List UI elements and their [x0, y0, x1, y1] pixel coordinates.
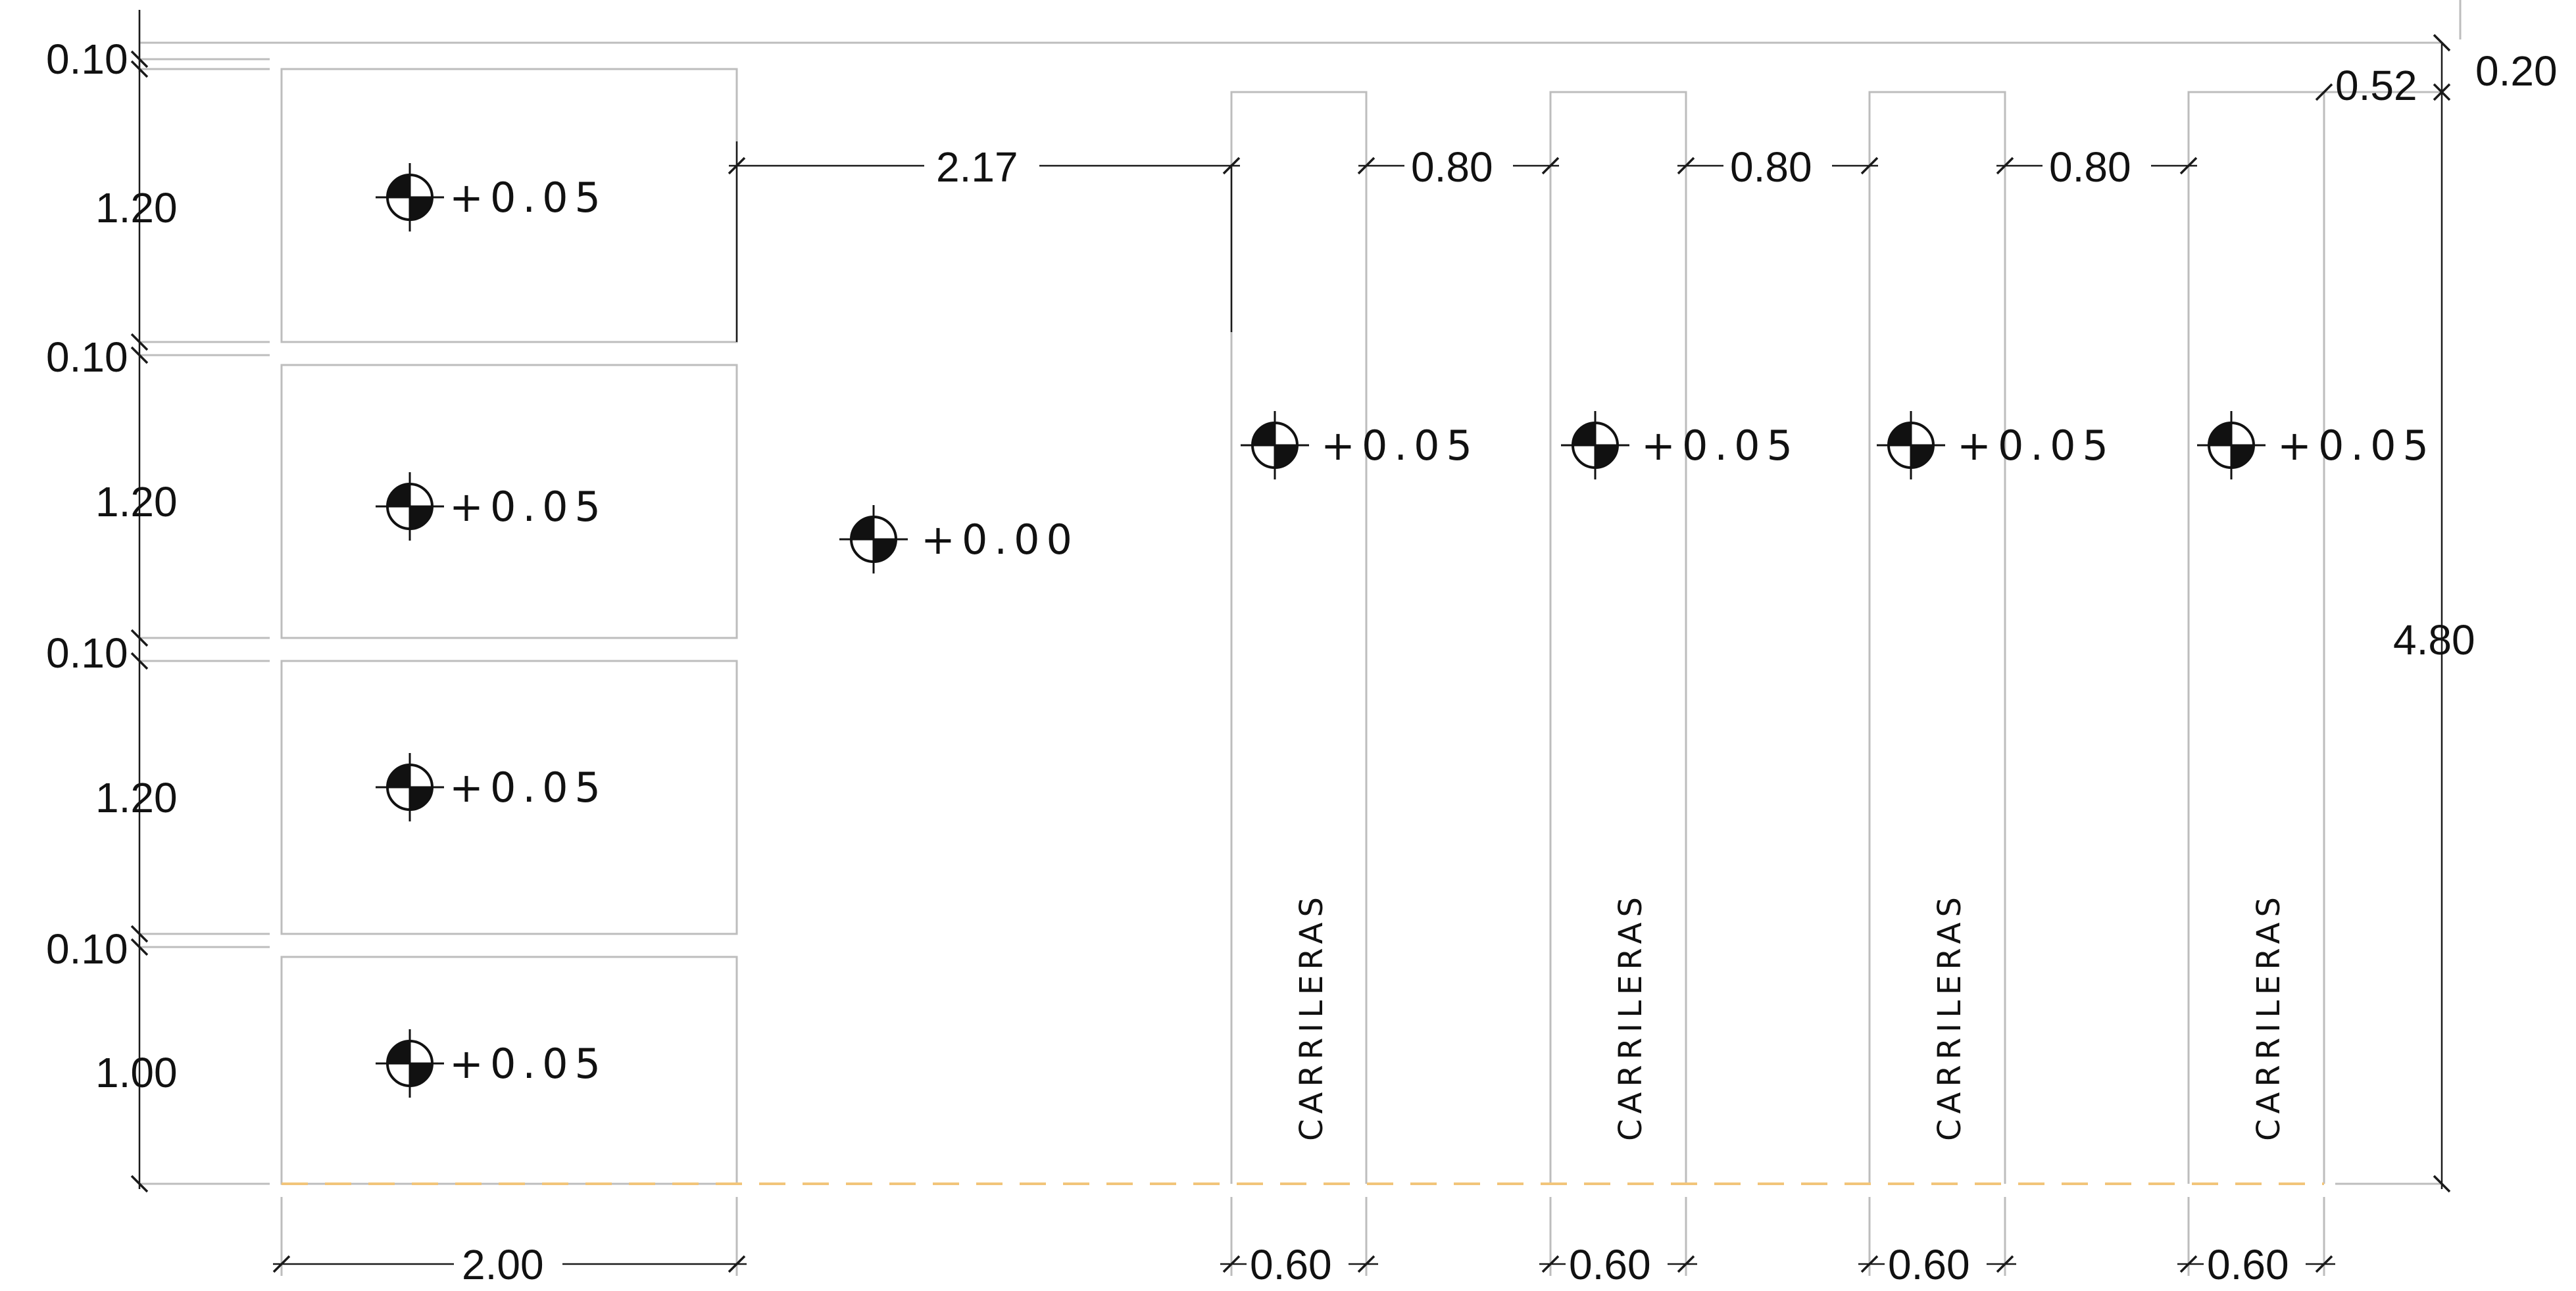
- level-symbol-icon: [838, 504, 909, 575]
- lane-label-2: CARRILERAS: [1612, 892, 1649, 1141]
- lanes: [1230, 91, 2440, 1184]
- dim-lane-width-4: 0.60: [2207, 1241, 2289, 1288]
- outer-frame: [138, 0, 2462, 72]
- box-level-3: +0.05: [449, 764, 607, 812]
- right-dimensions: [2315, 34, 2451, 1193]
- dim-bottom-width: 2.00: [462, 1241, 544, 1288]
- level-symbol-icon: [1560, 410, 1631, 481]
- left-dimension-chain: [130, 10, 270, 1193]
- lane-label-4: CARRILERAS: [2250, 892, 2287, 1141]
- level-symbol-icon: [374, 471, 445, 542]
- level-symbol-icon: [374, 162, 445, 233]
- storage-box: [280, 364, 738, 639]
- bottom-width-dimension: [272, 1197, 747, 1276]
- level-symbol-icon: [374, 752, 445, 823]
- storage-boxes: [280, 68, 738, 1185]
- dim-top-right: 0.20: [2475, 47, 2558, 95]
- dim-top-offset: 0.52: [2335, 62, 2417, 109]
- dim-gap-2: 0.10: [46, 333, 128, 381]
- lane-level-2: +0.05: [1641, 422, 1799, 470]
- lane-spacing-dimensions: [1357, 157, 2198, 175]
- lane-level-3: +0.05: [1957, 422, 2115, 470]
- lane-outline: [2187, 91, 2325, 1184]
- dim-lane-width-3: 0.60: [1888, 1241, 1970, 1288]
- storage-box: [280, 660, 738, 935]
- level-symbol-icon: [374, 1028, 445, 1099]
- floor-level: +0.00: [921, 516, 1079, 564]
- lane-outline: [1549, 91, 1687, 1184]
- lane-label-1: CARRILERAS: [1293, 892, 1330, 1141]
- lane-outline: [1230, 91, 1368, 1184]
- dim-gap-top: 0.10: [46, 36, 128, 83]
- dim-gap-3: 0.10: [46, 629, 128, 677]
- lane-level-1: +0.05: [1321, 422, 1479, 470]
- lane-width-dimensions: [1220, 1197, 2335, 1276]
- level-symbol-icon: [2196, 410, 2267, 481]
- dim-total-height: 4.80: [2393, 616, 2475, 664]
- dim-lane-width-2: 0.60: [1569, 1241, 1651, 1288]
- lane-level-4: +0.05: [2277, 422, 2435, 470]
- lane-label-3: CARRILERAS: [1931, 892, 1968, 1141]
- dim-lane-width-1: 0.60: [1250, 1241, 1332, 1288]
- dim-span: 2.17: [936, 143, 1018, 191]
- lane-outline: [1868, 91, 2006, 1184]
- dim-spacing-3: 0.80: [2049, 143, 2131, 191]
- box-level-4: +0.05: [449, 1040, 607, 1088]
- level-symbol-icon: [1239, 410, 1310, 481]
- dim-row-1: 1.20: [95, 184, 178, 231]
- dim-row-3: 1.20: [95, 774, 178, 821]
- box-level-2: +0.05: [449, 483, 607, 531]
- level-symbol-icon: [1875, 410, 1946, 481]
- dim-gap-4: 0.10: [46, 925, 128, 973]
- dim-row-2: 1.20: [95, 478, 178, 525]
- dim-spacing-2: 0.80: [1730, 143, 1812, 191]
- dim-row-4: 1.00: [95, 1049, 178, 1096]
- span-dimension: [728, 141, 1241, 342]
- box-level-1: +0.05: [449, 174, 607, 222]
- dim-spacing-1: 0.80: [1411, 143, 1493, 191]
